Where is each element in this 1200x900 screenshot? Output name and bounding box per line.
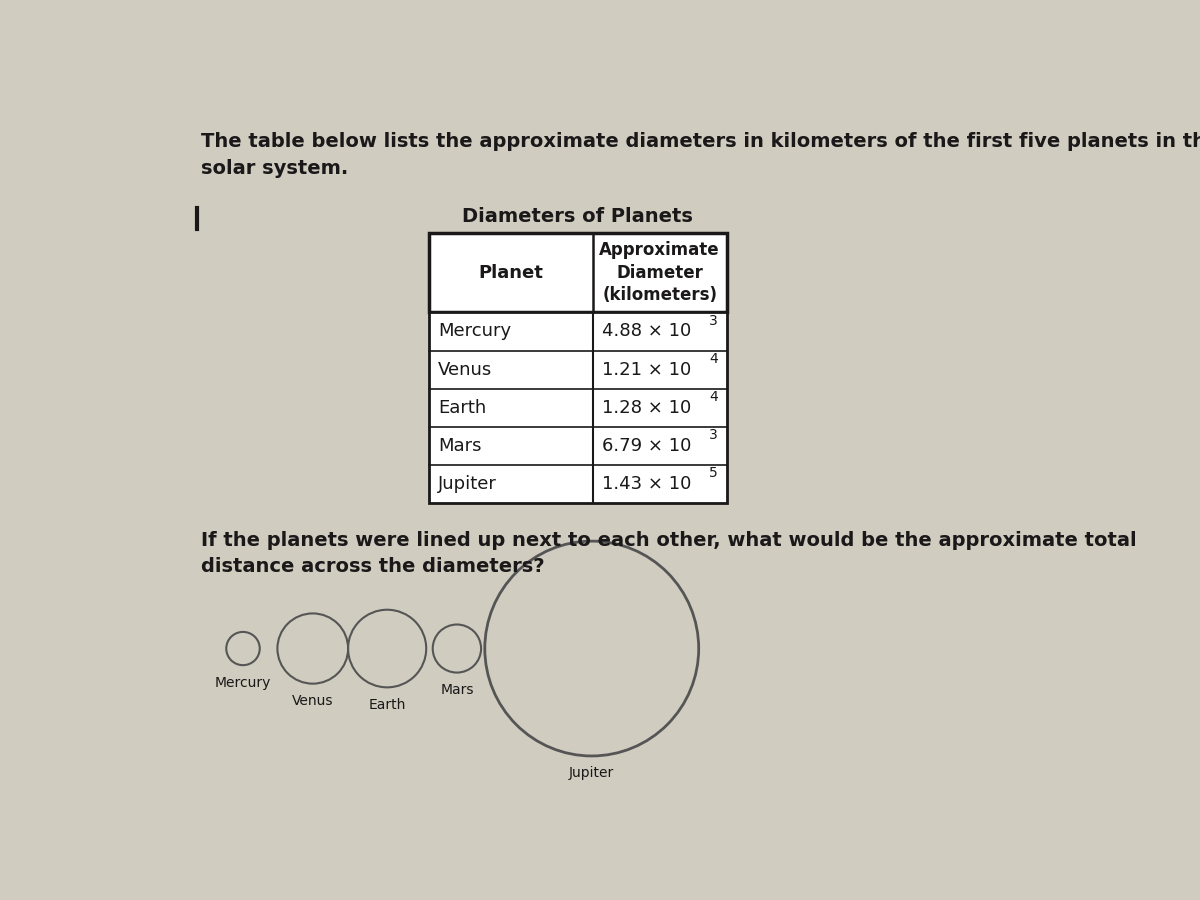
Text: If the planets were lined up next to each other, what would be the approximate t: If the planets were lined up next to eac…: [202, 531, 1136, 576]
Text: Jupiter: Jupiter: [438, 475, 497, 493]
Text: Mars: Mars: [438, 436, 482, 454]
Bar: [430, 312, 727, 503]
Text: Mars: Mars: [440, 683, 474, 697]
Text: Mercury: Mercury: [438, 322, 511, 340]
Text: Approximate
Diameter
(kilometers): Approximate Diameter (kilometers): [599, 241, 720, 304]
Bar: [430, 233, 727, 312]
Text: 3: 3: [709, 314, 718, 328]
Text: Diameters of Planets: Diameters of Planets: [462, 207, 694, 226]
Text: 1.21 × 10: 1.21 × 10: [602, 361, 691, 379]
Text: Earth: Earth: [368, 698, 406, 712]
Text: 6.79 × 10: 6.79 × 10: [602, 436, 691, 454]
Text: Jupiter: Jupiter: [569, 767, 614, 780]
Text: 4: 4: [709, 390, 718, 404]
Text: Mercury: Mercury: [215, 676, 271, 689]
Text: 1.43 × 10: 1.43 × 10: [602, 475, 691, 493]
Text: Planet: Planet: [479, 264, 544, 282]
Text: Venus: Venus: [292, 694, 334, 708]
Text: 1.28 × 10: 1.28 × 10: [602, 399, 691, 417]
Text: 4: 4: [709, 352, 718, 366]
Text: The table below lists the approximate diameters in kilometers of the first five : The table below lists the approximate di…: [202, 132, 1200, 178]
Text: Venus: Venus: [438, 361, 492, 379]
Text: 4.88 × 10: 4.88 × 10: [602, 322, 691, 340]
Text: Earth: Earth: [438, 399, 486, 417]
Text: 3: 3: [709, 428, 718, 442]
Text: 5: 5: [709, 466, 718, 481]
